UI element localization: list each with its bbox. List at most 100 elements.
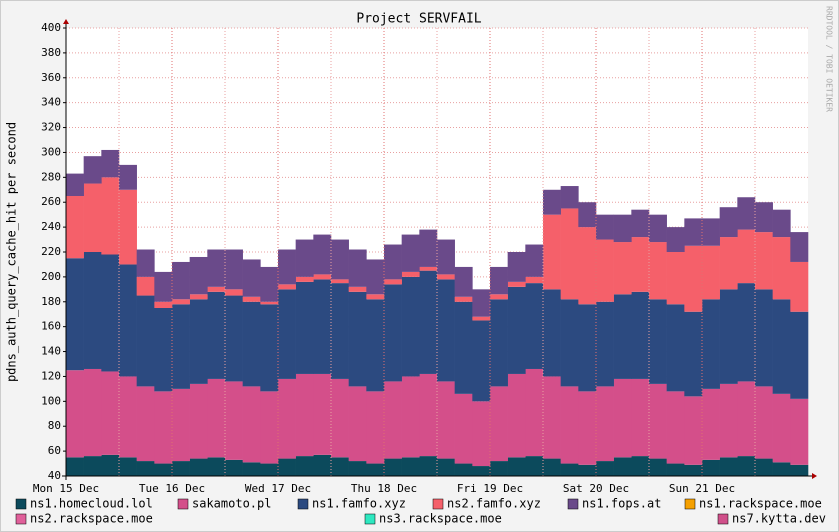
area-segment [207,457,226,476]
area-segment [225,295,243,382]
area-segment [207,286,226,292]
y-tick-label: 160 [41,320,61,333]
area-segment [189,299,208,384]
area-segment [313,373,332,455]
area-segment [101,454,120,476]
area-segment [613,242,632,295]
area-segment [490,461,508,476]
area-segment [66,457,84,476]
area-segment [366,259,385,295]
area-segment [737,229,756,284]
area-segment [136,461,155,476]
area-segment [384,381,402,459]
area-segment [454,296,473,302]
y-tick-label: 360 [41,71,61,84]
area-segment [578,227,597,305]
area-segment [66,196,84,259]
area-segment [331,457,349,476]
area-segment [295,456,314,476]
area-segment [525,283,544,369]
legend-swatch [364,513,376,525]
area-segment [189,383,208,459]
area-segment [119,376,137,458]
area-segment [260,463,279,476]
area-segment [207,378,226,458]
area-segment [384,244,402,280]
area-segment [790,464,809,476]
area-segment [154,391,173,464]
area-segment [66,370,84,458]
area-segment [507,281,526,287]
legend-swatch [684,498,696,510]
area-segment [772,299,791,394]
y-tick-label: 200 [41,270,61,283]
area-segment [666,304,685,392]
x-tick-label: Sun 21 Dec [669,482,735,495]
area-segment [507,286,526,374]
area-segment [207,249,226,287]
area-segment [278,249,296,285]
area-segment [172,261,190,300]
area-segment [790,311,809,399]
y-tick-label: 100 [41,394,61,407]
area-segment [490,386,508,462]
area-segment [578,464,597,476]
area-segment [543,289,561,377]
area-segment [331,378,349,458]
area-segment [189,294,208,300]
area-segment [702,218,720,246]
area-segment [454,266,473,297]
area-segment [684,245,703,312]
area-segment [83,252,102,369]
area-segment [172,299,190,305]
area-segment [154,301,173,308]
area-segment [772,237,791,300]
legend-label: ns1.fops.at [582,497,661,511]
area-segment [772,462,791,476]
area-segment [525,368,544,457]
y-tick-label: 140 [41,345,61,358]
area-segment [101,371,120,455]
area-segment [366,391,385,464]
area-segment [596,386,614,462]
area-segment [666,227,685,252]
area-segment [649,242,667,300]
y-tick-label: 180 [41,295,61,308]
area-segment [260,266,279,302]
legend-label: ns7.kytta.dev [732,512,826,526]
area-segment [366,299,385,392]
area-segment [543,214,561,290]
area-segment [278,289,296,379]
x-tick-label: Mon 15 Dec [33,482,99,495]
area-segment [242,296,261,302]
x-arrow [812,473,817,479]
area-segment [313,454,332,476]
area-segment [83,156,102,184]
area-segment [631,209,650,238]
area-segment [331,279,349,284]
area-segment [207,291,226,379]
area-segment [560,208,579,300]
area-segment [242,462,261,476]
area-segment [260,304,279,392]
area-segment [596,301,614,387]
area-segment [737,381,756,457]
area-segment [278,284,296,290]
area-segment [384,279,402,285]
area-segment [631,291,650,379]
area-segment [737,197,756,230]
area-segment [560,386,579,464]
area-segment [702,459,720,476]
area-segment [225,381,243,460]
legend-label: ns2.famfo.xyz [447,497,541,511]
y-arrow [63,19,69,24]
area-segment [384,284,402,382]
area-segment [437,381,455,459]
area-segment [83,368,102,457]
area-segment [472,320,491,402]
legend-label: sakamoto.pl [192,497,271,511]
area-segment [295,239,314,277]
y-tick-label: 60 [48,444,61,457]
area-segment [702,299,720,389]
